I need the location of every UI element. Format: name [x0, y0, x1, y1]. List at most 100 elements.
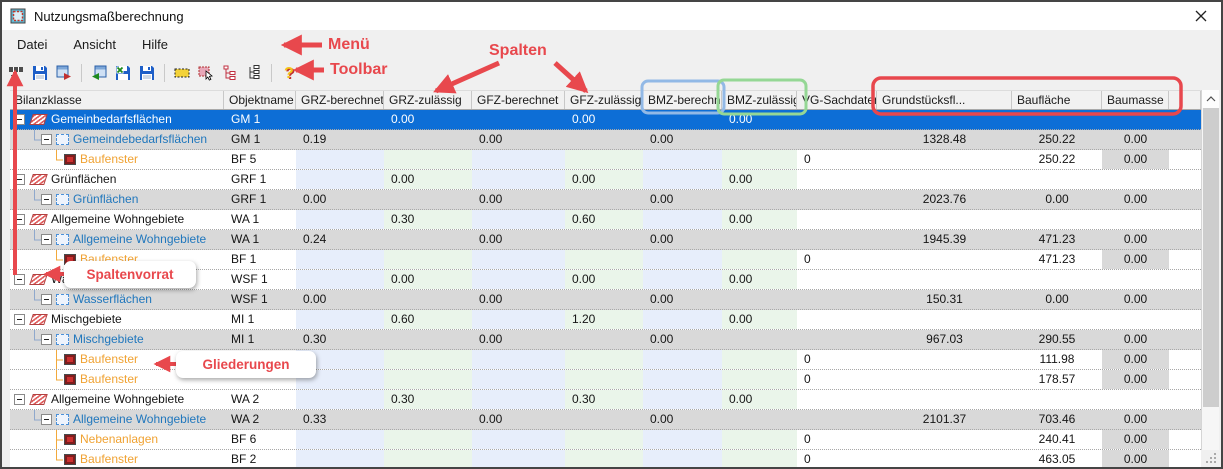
table-row[interactable]: Gemeindebedarfsflächen GM 1 0.19 0.00 0.00 13…	[10, 130, 1201, 150]
collapse-toggle-icon[interactable]	[41, 194, 52, 205]
table-row[interactable]: Mischgebiete MI 1 0.30 0.00 0.00 967.03 290.55…	[10, 330, 1201, 350]
cell-filler	[1169, 230, 1201, 249]
resize-grip[interactable]	[1204, 451, 1218, 465]
column-header-baumasse[interactable]: Baumasse	[1102, 91, 1169, 109]
save-excel-icon[interactable]	[112, 63, 134, 83]
table-row[interactable]: Baufenster BF 1 0 471.23 0.00	[10, 250, 1201, 270]
cell-bilanzklasse[interactable]: Allgemeine Wohngebiete	[10, 390, 224, 409]
tree-indent	[10, 339, 28, 340]
cell-bilanzklasse[interactable]: Grünflächen	[10, 190, 224, 209]
save-icon[interactable]	[29, 63, 51, 83]
menu-item-hilfe[interactable]: Hilfe	[142, 36, 169, 52]
row-label: Gemeinbedarfsflächen	[51, 112, 172, 126]
cell-bilanzklasse[interactable]: Baufenster	[10, 350, 224, 369]
table-row[interactable]: Baufenster BF 5 0 250.22 0.00	[10, 150, 1201, 170]
cell-gfz_zulaessig	[565, 190, 643, 209]
cell-bilanzklasse[interactable]: Mischgebiete	[10, 310, 224, 329]
column-header-grundstuecksflaeche[interactable]: Grundstücksfl...	[877, 91, 1012, 109]
cell-gfz_zulaessig: 0.00	[572, 112, 596, 126]
cell-bauflaeche: 0.00	[1045, 192, 1069, 206]
help-icon[interactable]: ??	[278, 63, 300, 83]
column-header-objektname[interactable]: Objektname	[224, 91, 296, 109]
scroll-up-icon[interactable]	[1202, 90, 1219, 108]
collapse-toggle-icon[interactable]	[14, 394, 25, 405]
table-row[interactable]: Allgemeine Wohngebiete WA 1 0.30 0.60 0.00	[10, 210, 1201, 230]
cell-bilanzklasse[interactable]: Wasserflächen	[10, 270, 224, 289]
table-row[interactable]: Grünflächen GRF 1 0.00 0.00 0.00	[10, 170, 1201, 190]
cell-bilanzklasse[interactable]: Allgemeine Wohngebiete	[10, 210, 224, 229]
table-row[interactable]: Baufenster 0 111.98 0.00	[10, 350, 1201, 370]
cell-grundstuecksflaeche: 2023.76	[922, 192, 967, 206]
table-row[interactable]: Nebenanlagen BF 6 0 240.41 0.00	[10, 430, 1201, 450]
column-header-bmz_berechnet[interactable]: BMZ-berechnet	[643, 91, 722, 109]
cell-grz_zulaessig	[384, 150, 472, 169]
table-row[interactable]: Grünflächen GRF 1 0.00 0.00 0.00 2023.76 0.00 0…	[10, 190, 1201, 210]
collapse-toggle-icon[interactable]	[14, 114, 25, 125]
column-header-grz_zulaessig[interactable]: GRZ-zulässig	[384, 91, 472, 109]
collapse-toggle-icon[interactable]	[41, 414, 52, 425]
cell-vg_sachdaten	[797, 290, 877, 309]
table-row[interactable]: Baufenster 0 178.57 0.00	[10, 370, 1201, 390]
cell-bilanzklasse[interactable]: Wasserflächen	[10, 290, 224, 309]
menu-item-ansicht[interactable]: Ansicht	[73, 36, 116, 52]
save-copy-icon[interactable]	[136, 63, 158, 83]
table-row[interactable]: Allgemeine Wohngebiete WA 1 0.24 0.00 0.00 19…	[10, 230, 1201, 250]
cell-bmz_zulaessig	[722, 190, 797, 209]
export-red-arrow-icon[interactable]	[53, 63, 75, 83]
import-green-arrow-icon[interactable]	[88, 63, 110, 83]
column-chooser-icon[interactable]	[5, 63, 27, 83]
cell-bilanzklasse[interactable]: Baufenster	[10, 450, 224, 467]
cell-bilanzklasse[interactable]: Baufenster	[10, 250, 224, 269]
highlight-cursor-icon[interactable]	[195, 63, 217, 83]
tree-structure-red-icon[interactable]	[219, 63, 241, 83]
table-row[interactable]: Wasserflächen WSF 1 0.00 0.00 0.00 150.31 0.00…	[10, 290, 1201, 310]
cell-gfz_berechnet	[472, 350, 565, 369]
table-row[interactable]: Allgemeine Wohngebiete WA 2 0.30 0.30 0.00	[10, 390, 1201, 410]
cell-bmz_zulaessig: 0.00	[729, 112, 753, 126]
cell-bilanzklasse[interactable]: Baufenster	[10, 370, 224, 389]
collapse-toggle-icon[interactable]	[14, 214, 25, 225]
collapse-toggle-icon[interactable]	[14, 274, 25, 285]
collapse-toggle-icon[interactable]	[14, 314, 25, 325]
table-row[interactable]: Gemeinbedarfsflächen GM 1 0.00 0.00 0.00	[10, 110, 1201, 130]
table-row[interactable]: Mischgebiete MI 1 0.60 1.20 0.00	[10, 310, 1201, 330]
table-row[interactable]: Allgemeine Wohngebiete WA 2 0.33 0.00 0.00 21…	[10, 410, 1201, 430]
selection-frame-icon[interactable]	[171, 63, 193, 83]
column-header-gfz_zulaessig[interactable]: GFZ-zulässig	[565, 91, 643, 109]
collapse-toggle-icon[interactable]	[14, 174, 25, 185]
collapse-toggle-icon[interactable]	[41, 234, 52, 245]
collapse-toggle-icon[interactable]	[41, 134, 52, 145]
column-header-gfz_berechnet[interactable]: GFZ-berechnet	[472, 91, 565, 109]
cell-bilanzklasse[interactable]: Gemeinbedarfsflächen	[10, 110, 224, 129]
tree-structure-dark-icon[interactable]	[243, 63, 265, 83]
cell-bmz_zulaessig: 0.00	[722, 390, 797, 409]
cell-bauflaeche	[1012, 110, 1102, 129]
table-row[interactable]: Baufenster BF 2 0 463.05 0.00	[10, 450, 1201, 467]
collapse-toggle-icon[interactable]	[41, 294, 52, 305]
cell-bilanzklasse[interactable]: Baufenster	[10, 150, 224, 169]
column-header-bauflaeche[interactable]: Baufläche	[1012, 91, 1102, 109]
cell-bilanzklasse[interactable]: Mischgebiete	[10, 330, 224, 349]
column-header-bilanzklasse[interactable]: Bilanzklasse	[10, 91, 224, 109]
toolbar-separator	[271, 64, 272, 82]
column-header-bmz_zulaessig[interactable]: BMZ-zulässig	[722, 91, 797, 109]
cell-bilanzklasse[interactable]: Allgemeine Wohngebiete	[10, 410, 224, 429]
cell-bilanzklasse[interactable]: Nebenanlagen	[10, 430, 224, 449]
cell-grundstuecksflaeche	[877, 310, 1012, 329]
collapse-toggle-icon[interactable]	[41, 334, 52, 345]
column-header-grz_berechnet[interactable]: GRZ-berechnet	[296, 91, 384, 109]
vertical-scrollbar[interactable]	[1201, 90, 1219, 450]
close-icon[interactable]	[1189, 6, 1213, 26]
cell-bmz_zulaessig: 0.00	[722, 310, 797, 329]
menu-item-datei[interactable]: Datei	[17, 36, 48, 52]
row-label: Grünflächen	[73, 192, 139, 206]
column-header-vg_sachdaten[interactable]: VG-Sachdaten	[797, 91, 877, 109]
scrollbar-thumb[interactable]	[1203, 108, 1219, 407]
cell-bmz_zulaessig	[722, 370, 797, 389]
cell-bilanzklasse[interactable]: Grünflächen	[10, 170, 224, 189]
cell-objektname	[224, 370, 296, 389]
cell-grundstuecksflaeche: 967.03	[926, 332, 963, 346]
cell-bilanzklasse[interactable]: Gemeindebedarfsflächen	[10, 130, 224, 149]
table-row[interactable]: Wasserflächen WSF 1 0.00 0.00 0.00	[10, 270, 1201, 290]
cell-bilanzklasse[interactable]: Allgemeine Wohngebiete	[10, 230, 224, 249]
